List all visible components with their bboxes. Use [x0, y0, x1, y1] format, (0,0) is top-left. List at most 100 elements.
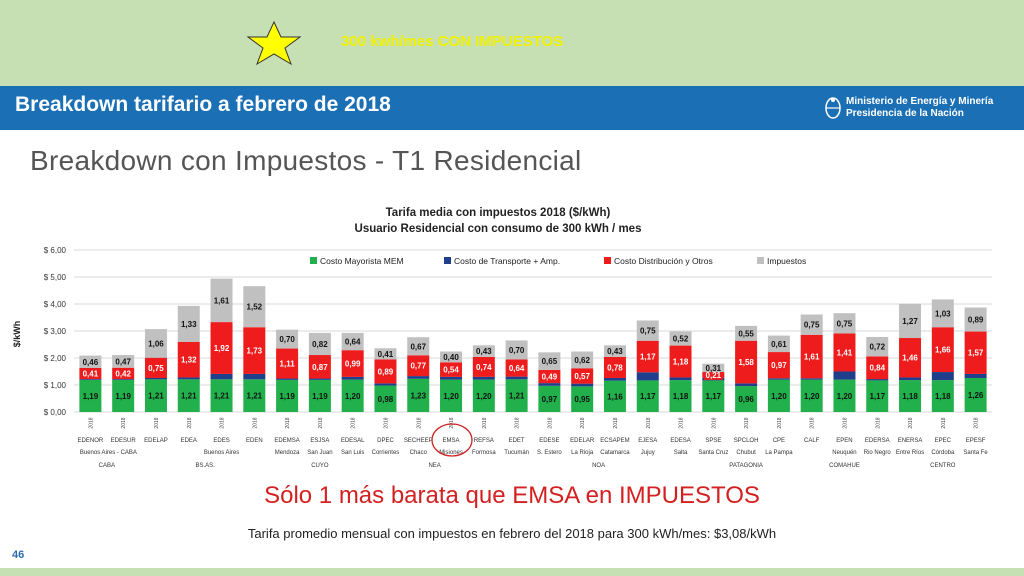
x-province-label: Santa Fe [963, 450, 988, 456]
chart-bars: 1,19 0,41 0,46 1,19 0,42 0,47 1,21 0,75 1,06 1,21… [79, 278, 987, 412]
bar-segment [538, 352, 561, 370]
data-label-bg [605, 391, 625, 402]
bar-segment [866, 379, 889, 381]
bar-segment [210, 278, 233, 323]
data-label: 1,21 [247, 392, 263, 401]
x-tick-label: EDESUR [111, 438, 137, 444]
data-label: 1,21 [181, 392, 197, 401]
data-label-bg [507, 362, 527, 373]
bar-segment [964, 307, 987, 332]
bar-segment [407, 337, 430, 356]
data-label: 0,57 [574, 372, 590, 381]
x-tick-label: EDENOR [78, 438, 104, 444]
x-tick-label: SPCLOH [734, 438, 759, 444]
data-label: 0,61 [771, 340, 787, 349]
legend-label: Costo Mayorista MEM [320, 256, 404, 266]
data-label-bg [507, 390, 527, 401]
data-label: 1,17 [706, 392, 722, 401]
bar-segment [505, 340, 528, 360]
x-tick-label: EDESA [670, 438, 690, 444]
year-label: 2018 [711, 417, 717, 428]
x-province-label: Tucumán [504, 450, 529, 456]
bar-segment [308, 332, 331, 356]
data-label-bg [671, 391, 691, 402]
x-province-label: Misiones [439, 450, 463, 456]
x-tick-label: EDES [213, 438, 229, 444]
data-label: 0,47 [115, 357, 131, 366]
bar-segment [571, 383, 594, 387]
y-tick-label: $ 0,00 [44, 408, 67, 417]
year-label: 2018 [679, 417, 685, 428]
bar-segment [79, 355, 102, 368]
x-tick-label: EDESAL [341, 438, 365, 444]
y-tick-label: $ 1,00 [44, 381, 67, 390]
year-label: 2018 [646, 417, 652, 428]
x-tick-label: CALF [804, 438, 820, 444]
data-label: 1,27 [902, 317, 918, 326]
data-label: 0,43 [476, 347, 492, 356]
data-label: 1,61 [214, 296, 230, 305]
data-label: 0,75 [148, 364, 164, 373]
data-label: 1,61 [804, 353, 820, 362]
bar-segment [177, 305, 200, 342]
data-label: 0,74 [476, 363, 492, 372]
bar-segment [472, 376, 495, 380]
year-label: 2018 [383, 417, 389, 428]
data-label: 0,55 [738, 329, 754, 338]
x-province-label: Chaco [410, 450, 428, 456]
data-label-bg [441, 390, 461, 401]
data-label: 1,23 [410, 391, 426, 400]
bar-segment [735, 383, 758, 387]
bar-segment [341, 376, 364, 380]
legend-label: Costo Distribución y Otros [614, 256, 713, 266]
data-label-bg [572, 394, 592, 405]
data-label-bg [671, 356, 691, 367]
y-axis-label: $/kWh [12, 321, 22, 348]
data-label: 1,19 [83, 392, 99, 401]
data-label: 0,95 [574, 395, 590, 404]
bar-segment [899, 303, 922, 339]
x-province-label: Chubut [736, 450, 756, 456]
x-tick-label: EDEMSA [274, 438, 299, 444]
data-label: 0,89 [968, 316, 984, 325]
x-tick-label: ESJSA [310, 438, 329, 444]
star-icon [246, 20, 302, 66]
x-tick-label: EDERSA [865, 438, 890, 444]
x-tick-label: SECHEEP [404, 438, 433, 444]
legend-swatch [444, 257, 451, 264]
year-label: 2018 [220, 417, 226, 428]
data-label: 0,72 [869, 343, 885, 352]
year-label: 2018 [88, 417, 94, 428]
data-label: 1,20 [476, 392, 492, 401]
year-label: 2018 [515, 417, 521, 428]
data-label: 0,87 [312, 363, 328, 372]
x-province-label: Santa Cruz [698, 450, 728, 456]
chart-subtitle: Usuario Residencial con consumo de 300 k… [355, 223, 642, 235]
data-label-bg [605, 362, 625, 373]
y-tick-label: $ 3,00 [44, 327, 67, 336]
x-tick-label: EDELAP [144, 438, 168, 444]
bottom-band [0, 568, 1024, 576]
data-label-bg [277, 390, 297, 401]
bar-segment [899, 377, 922, 381]
data-label: 0,21 [706, 371, 722, 380]
data-label: 1,18 [673, 392, 689, 401]
data-label: 1,20 [771, 392, 787, 401]
bar-segment [276, 329, 299, 349]
bar-segment [374, 348, 397, 360]
data-label: 1,03 [935, 309, 951, 318]
ministry-logo: Ministerio de Energía y Minería Presiden… [846, 96, 993, 120]
data-label-bg [802, 351, 822, 362]
data-label-bg [736, 357, 756, 368]
bar-segment [931, 372, 954, 381]
data-label-bg [933, 391, 953, 402]
bar-segment [800, 378, 823, 380]
data-label-bg [867, 391, 887, 402]
x-province-label: Mendoza [275, 450, 300, 456]
data-label: 1,52 [247, 303, 263, 312]
x-province-label: San Juan [307, 450, 332, 456]
bar-segment [767, 335, 790, 353]
bar-segment [964, 373, 987, 378]
chart-legend: Costo Mayorista MEM Costo de Transporte +… [310, 256, 806, 266]
x-tick-label: EPEC [935, 438, 952, 444]
